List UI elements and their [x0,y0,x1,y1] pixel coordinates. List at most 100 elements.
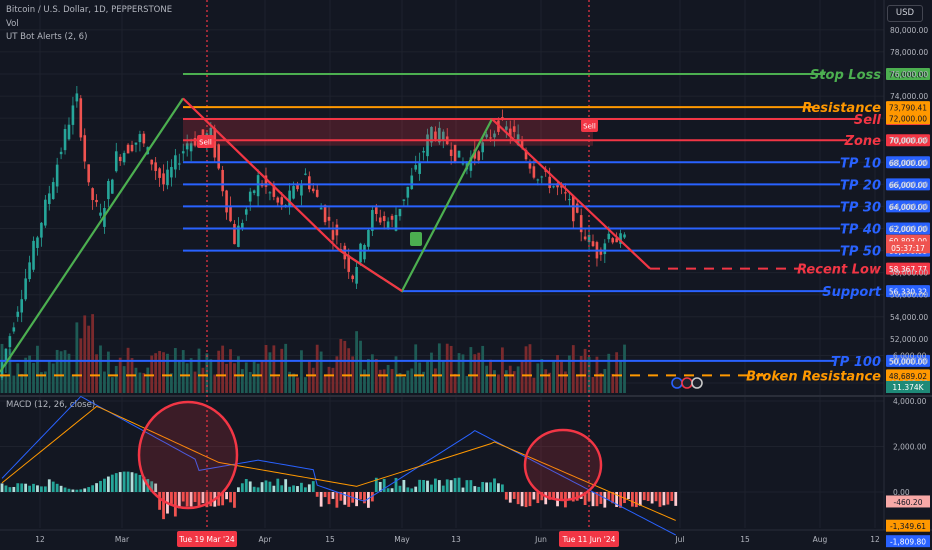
macd-histogram [0,471,678,520]
candle-body [508,128,512,137]
candle-body [485,134,488,138]
symbol-legend[interactable]: Bitcoin / U.S. Dollar, 1D, PEPPERSTONE [6,5,173,15]
price-tag-text: 05:37:17 [891,244,925,253]
macd-histogram-bar [150,481,154,492]
volume-bar [319,351,323,393]
candle-body [71,105,75,125]
candle-body [138,134,142,143]
candle-body [162,173,165,185]
volume-bar [445,343,449,393]
volume-bar [351,356,355,393]
candle-body [150,159,154,165]
candle-body [189,143,193,152]
candle-body [477,151,481,161]
candle-body [8,336,12,348]
candle-body [118,156,122,162]
candle-body [181,151,185,154]
volume-bar [83,315,87,393]
macd-histogram-bar [536,492,540,504]
macd-histogram-bar [47,479,51,492]
level-price-text: 68,000.00 [889,159,927,168]
candle-body [237,225,240,247]
macd-histogram-bar [197,492,201,506]
trend-line-up [0,97,184,373]
candle-body [520,139,524,149]
macd-histogram-bar [650,492,654,504]
candle-body [75,93,79,102]
volume-bar [524,346,528,393]
macd-histogram-bar [453,478,457,492]
macd-histogram-bar [434,478,437,492]
level-price-text: 66,000.00 [889,181,927,190]
volume-bar [201,367,205,393]
macd-histogram-bar [528,492,532,507]
macd-histogram-bar [402,480,406,492]
macd-histogram-bar [548,492,552,500]
volume-bar [374,358,378,393]
volume-bar [256,363,260,393]
candle-body [217,144,220,169]
candle-body [134,142,138,145]
volume-bar [504,370,508,393]
macd-histogram-bar [264,480,268,492]
volume-bar [615,352,619,393]
candle-body [422,151,425,153]
macd-histogram-bar [79,489,83,492]
volume-legend[interactable]: Vol [6,19,19,29]
volume-bar [311,367,315,393]
macd-histogram-bar [307,484,311,492]
volume-bar [497,374,500,393]
volume-bar [339,338,343,393]
volume-bar [378,369,382,393]
candle-body [225,190,228,213]
candle-body [178,163,181,165]
macd-histogram-bar [296,486,299,492]
volume-bar [51,363,55,393]
candle-body [201,129,205,138]
time-tick-label: 15 [740,535,750,544]
volume-bar [402,377,406,393]
macd-histogram-bar [670,492,674,501]
candle-body [418,161,421,174]
macd-histogram-bar [587,492,591,502]
candle-body [623,234,626,238]
macd-legend[interactable]: MACD (12, 26, close) [6,400,96,410]
candle-body [4,348,8,365]
macd-histogram-bar [20,483,24,492]
volume-bar [544,369,548,393]
volume-bar [110,377,114,393]
volume-bar [292,373,295,393]
candle-body [449,149,453,157]
macd-histogram-bar [662,492,666,506]
time-tick-label: Mar [115,535,130,544]
candle-body [252,190,256,194]
volume-bar [335,356,339,393]
indicator-legend[interactable]: UT Bot Alerts (2, 6) [6,32,88,42]
candle-body [426,134,429,157]
time-tick-label: 12 [35,535,45,544]
highlighted-date-text: Tue 19 Mar '24 [178,535,234,544]
candle-body [166,169,169,186]
candle-body [229,205,232,222]
volume-bar [303,377,307,393]
volume-bar [173,348,177,393]
candle-body [24,278,27,300]
candle-body [185,143,189,150]
level-price-tag [886,134,930,147]
volume-bar [154,353,158,393]
macd-histogram-bar [134,473,138,492]
level-label: Support [822,285,882,300]
price-tick-label: 62,000.00 [890,225,928,234]
level-label: Sell [854,113,882,128]
candle-body [599,249,603,255]
macd-histogram-bar [646,492,650,502]
macd-histogram-bar [445,479,449,492]
macd-histogram-bar [591,492,595,507]
macd-histogram-bar [32,483,35,492]
currency-button[interactable]: USD [887,5,923,22]
candle-body [568,199,571,201]
macd-histogram-bar [406,487,410,492]
macd-histogram-bar [36,485,39,492]
macd-histogram-bar [221,492,225,506]
